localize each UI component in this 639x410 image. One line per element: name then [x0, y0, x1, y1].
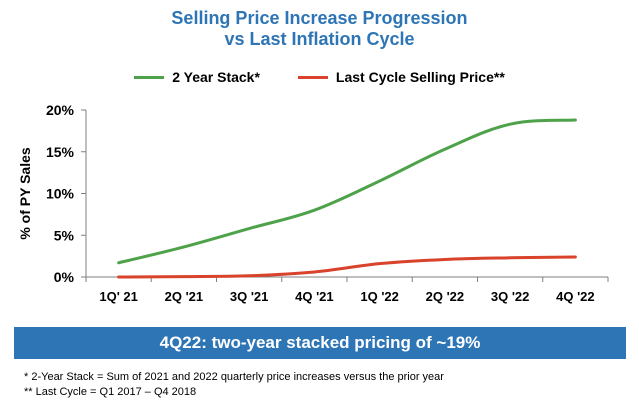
chart-legend: 2 Year Stack* Last Cycle Selling Price**	[0, 69, 639, 85]
y-tick-label: 5%	[54, 227, 75, 243]
legend-swatch-last-cycle	[297, 75, 328, 79]
series-line-2-year-stack	[117, 118, 577, 265]
legend-label-last-cycle: Last Cycle Selling Price**	[335, 69, 505, 85]
series-line-last-cycle	[117, 255, 577, 279]
legend-item-2-year-stack: 2 Year Stack*	[134, 69, 260, 85]
x-tick-label: 3Q '21	[230, 289, 269, 304]
y-tick-label: 20%	[46, 102, 75, 118]
x-tick-label: 1Q '22	[360, 289, 399, 304]
x-tick-label: 4Q '22	[556, 289, 595, 304]
x-tick-label: 1Q' 21	[99, 289, 138, 304]
x-tick-label: 4Q '21	[295, 289, 334, 304]
chart-title-line-1: Selling Price Increase Progression	[171, 8, 468, 28]
y-tick-label: 15%	[46, 144, 75, 160]
chart-title-line-2: vs Last Inflation Cycle	[224, 29, 415, 49]
legend-label-2-year-stack: 2 Year Stack*	[172, 69, 260, 85]
summary-banner-text: 4Q22: two-year stacked pricing of ~19%	[159, 333, 481, 352]
y-tick-label: 0%	[54, 269, 75, 285]
footnote-2-year-stack: * 2-Year Stack = Sum of 2021 and 2022 qu…	[24, 371, 444, 383]
footnotes: * 2-Year Stack = Sum of 2021 and 2022 qu…	[24, 370, 444, 400]
y-tick-label: 10%	[46, 186, 75, 202]
footnote-last-cycle: ** Last Cycle = Q1 2017 – Q4 2018	[24, 386, 197, 398]
legend-swatch-2-year-stack	[134, 75, 165, 79]
legend-item-last-cycle: Last Cycle Selling Price**	[297, 69, 505, 85]
line-chart: 0% 5% 10% 15% 20% 1Q' 21 2Q '21 3Q '21 4Q '21 1Q …	[17, 102, 609, 304]
y-axis-title: % of PY Sales	[17, 147, 33, 240]
x-tick-label: 2Q '22	[426, 289, 465, 304]
x-tick-label: 2Q '21	[165, 289, 204, 304]
summary-banner: 4Q22: two-year stacked pricing of ~19%	[14, 327, 626, 359]
x-tick-label: 3Q '22	[491, 289, 530, 304]
chart-title: Selling Price Increase Progression vs La…	[0, 8, 639, 50]
